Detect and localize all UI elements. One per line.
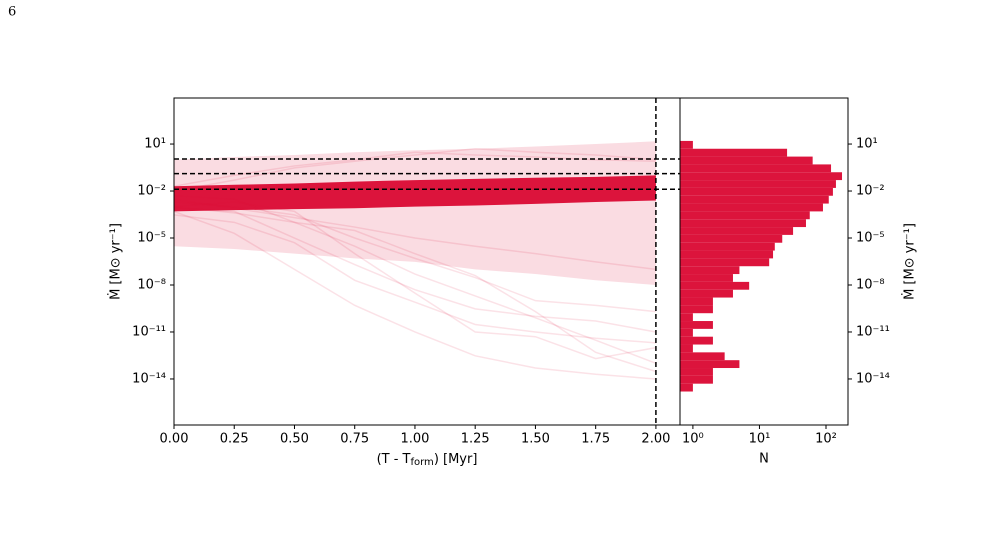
hist-bar: [680, 360, 740, 369]
hist-bar: [680, 227, 794, 235]
x-tick-label: 1.00: [400, 432, 429, 447]
x-tick-label: 1.75: [581, 432, 610, 447]
track-line: [174, 214, 656, 344]
x-tick-label: 0.75: [340, 432, 369, 447]
hist-bar: [680, 352, 725, 361]
y-axis-label: Ṁ [M⊙ yr⁻¹]: [902, 223, 918, 300]
y-tick-label: 10¹: [856, 137, 878, 152]
track-line: [174, 198, 656, 271]
y-tick-label: 10⁻⁸: [856, 277, 885, 292]
axes-frame: [679, 97, 849, 426]
track-line: [174, 207, 657, 333]
hist-bar: [680, 148, 788, 157]
y-tick-label: 10⁻¹⁴: [132, 371, 166, 386]
y-tick-label: 10⁻¹¹: [856, 324, 890, 339]
track-line: [174, 210, 656, 380]
x-axis-label: N: [759, 452, 769, 467]
y-tick-label: 10⁻⁵: [856, 231, 885, 246]
hist-bar: [680, 305, 713, 314]
plot-area: [174, 141, 657, 380]
hist-bar: [680, 187, 833, 196]
y-tick-label: 10¹: [144, 137, 166, 152]
x-label-part: (T - T: [377, 452, 411, 467]
hist-bar: [680, 211, 810, 220]
hist-bar: [680, 328, 693, 337]
x-tick-label: 10¹: [749, 432, 771, 447]
y-tick-label: 10⁻²: [856, 184, 885, 199]
x-axis-label: (T - Tform) [Myr]: [377, 452, 478, 469]
x-tick-label: 10²: [815, 432, 837, 447]
page-number: 6: [8, 5, 16, 20]
track-line: [174, 201, 656, 313]
y-tick-label: 10⁻⁵: [137, 231, 166, 246]
x-tick-label: 2.00: [641, 432, 670, 447]
hist-bar: [680, 274, 733, 282]
hist-bar: [680, 234, 783, 243]
hist-bar: [680, 164, 832, 173]
x-tick-label: 0.25: [220, 432, 249, 447]
hist-bar: [680, 203, 823, 212]
y-tick-label: 10⁻¹¹: [132, 324, 166, 339]
hist-bar: [680, 242, 775, 251]
hist-bar: [680, 281, 750, 290]
hist-bar: [680, 195, 829, 204]
x-tick-label: 1.50: [521, 432, 550, 447]
hist-bar: [680, 383, 693, 392]
hist-bar: [680, 344, 693, 353]
hist-bar: [680, 219, 806, 228]
hist-bar: [680, 258, 770, 267]
x-tick-label: 1.25: [461, 432, 490, 447]
x-label-sub: form: [410, 457, 433, 468]
hist-bar: [680, 321, 713, 329]
x-label-part: ) [Myr]: [434, 452, 478, 467]
hist-bar: [680, 180, 836, 188]
x-tick-label: 0.50: [280, 432, 309, 447]
x-tick-label: 10⁰: [682, 432, 704, 447]
track-line: [174, 194, 657, 365]
track-line: [174, 205, 657, 373]
hist-bar: [680, 140, 693, 149]
hist-bar: [680, 172, 843, 181]
hist-bar: [680, 250, 774, 259]
track-line: [174, 148, 656, 192]
hist-bar: [680, 368, 713, 376]
hist-bar: [680, 266, 740, 275]
y-tick-label: 10⁻⁸: [137, 277, 166, 292]
x-tick-label: 0.00: [160, 432, 189, 447]
track-line: [174, 201, 657, 360]
hist-bar: [680, 375, 713, 384]
band: [174, 175, 656, 212]
y-axis-label: Ṁ [M⊙ yr⁻¹]: [108, 223, 124, 300]
hist-bar: [680, 313, 693, 322]
hist-bar: [680, 336, 713, 345]
hist-bar: [680, 156, 813, 165]
y-tick-label: 10⁻¹⁴: [856, 371, 890, 386]
band: [174, 141, 656, 285]
hist-bar: [680, 289, 733, 298]
hist-bar: [680, 297, 713, 306]
y-tick-label: 10⁻²: [137, 184, 166, 199]
